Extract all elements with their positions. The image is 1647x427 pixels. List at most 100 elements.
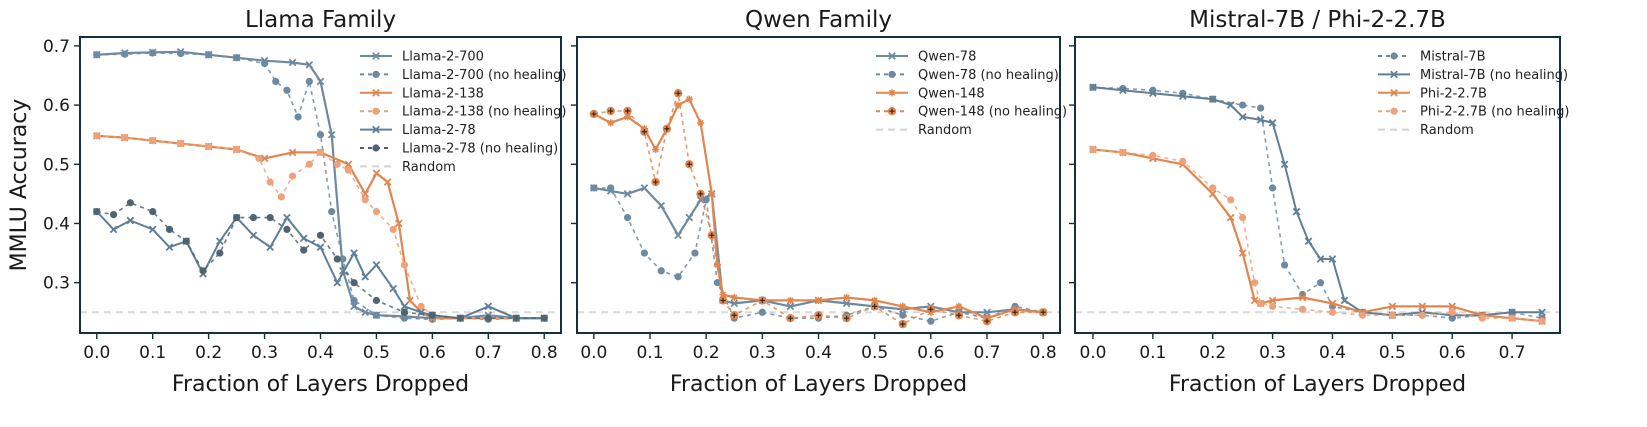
data-point [1418,311,1426,319]
legend-entry: Random [876,123,972,138]
data-point [589,109,599,119]
data-point [899,311,907,319]
data-point [215,237,224,246]
y-axis [1069,45,1075,284]
data-point [730,311,739,320]
data-point [1358,311,1367,319]
legend-label: Random [918,123,972,138]
data-point [1316,255,1325,263]
x-tick-label: 0.1 [139,343,166,363]
chart-panel-3: Mistral-7B / Phi-2-2.7B0.0 0.1 0.2 0.3 0.4 0.… [1069,7,1569,397]
data-point [623,113,632,121]
data-point [786,314,795,323]
data-point [109,211,118,219]
series-line-llama-2-138-no-healing [96,135,545,320]
data-point [954,311,964,320]
data-point [339,255,347,263]
data-point [294,113,302,121]
data-point [316,77,325,86]
data-point [696,119,705,127]
legend-marker [372,88,380,97]
data-point [651,177,660,187]
series-line-llama-2-78-no-healing [96,202,545,320]
data-point [673,89,683,98]
legend-entry: Mistral-7B (no healing) [1378,68,1568,83]
x-tick-label: 0.0 [1079,343,1106,363]
data-point [1538,308,1546,317]
data-point [707,231,716,240]
data-point [266,178,274,186]
data-point [400,261,408,269]
legend-entry: Mistral-7B [1378,50,1486,65]
data-point [640,249,648,257]
x-tick-label: 0.1 [636,343,663,363]
y-tick-label: 0.6 [43,96,70,116]
data-point [1179,157,1187,165]
data-point [149,49,157,57]
data-point [1250,296,1259,305]
legend-label: Qwen-78 (no healing) [918,68,1059,83]
data-point [400,308,408,316]
legend-label: Random [1420,123,1474,138]
data-point [283,213,291,222]
data-point [389,284,398,293]
data-point [708,190,716,198]
data-point [1268,302,1277,310]
chart-title: Qwen Family [745,7,892,33]
data-point [361,308,370,317]
legend-marker [1390,52,1398,60]
data-point [283,225,291,233]
data-point [1239,213,1247,222]
series-line-llama-2-78 [96,210,545,320]
x-tick-label: 0.2 [693,343,720,363]
x-tick-label: 0.5 [1379,343,1406,363]
x-tick-label: 0.5 [861,343,888,363]
legend-marker [888,52,896,60]
legend-label: Llama-2-78 (no healing) [402,142,558,157]
data-point [216,249,224,257]
legend-label: Qwen-148 [918,86,985,101]
x-tick-label: 0.7 [1499,343,1526,363]
data-point [696,189,705,199]
data-point [1388,311,1396,319]
data-point [260,60,269,68]
data-point [148,225,157,234]
chart-panel-1: Llama Family 0.0 0.1 0.2 0.3 0.4 0.5 0.6 0.7 0.8 F… [7,7,566,397]
data-point [316,148,325,157]
data-point [842,299,851,308]
data-point [955,302,963,310]
legend-entry: Random [360,160,456,175]
legend-entry: Llama-2-138 (no healing) [360,105,566,120]
legend-marker [888,70,896,78]
data-point [652,145,660,154]
data-point [1256,116,1265,124]
data-point [1328,308,1337,316]
data-point [283,86,291,94]
x-tick-label: 0.7 [973,343,1000,363]
data-point [372,169,381,177]
y-tick-label: 0.5 [43,155,70,175]
data-point [814,296,823,305]
data-point [1226,101,1235,109]
legend-entry: Phi-2-2.7B [1378,86,1487,101]
data-point [266,213,274,222]
series-line-llama-2-700-no-healing [96,52,545,321]
data-point [674,231,682,240]
data-point [350,302,358,311]
data-point [361,272,370,281]
legend-marker [1390,107,1398,115]
data-point [305,77,313,85]
data-point [685,160,694,169]
data-point [121,50,129,58]
data-point [484,314,492,322]
data-point [277,193,285,201]
data-point [730,293,738,302]
data-point [685,95,693,103]
data-point [1388,302,1397,311]
data-point [383,178,392,186]
x-axis-label: Fraction of Layers Dropped [172,372,469,397]
data-point [316,243,325,251]
data-point [316,231,325,239]
data-point [1418,302,1427,311]
